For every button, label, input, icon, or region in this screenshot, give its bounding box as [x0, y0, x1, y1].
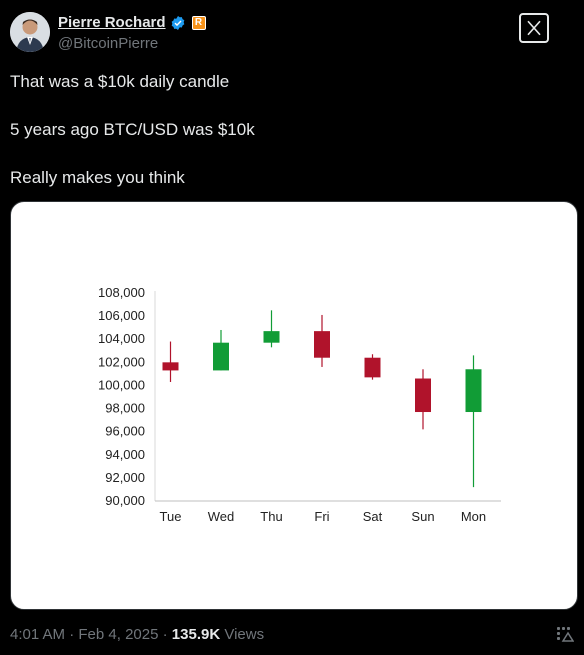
affiliate-badge-icon[interactable]: R	[191, 15, 206, 30]
post-analytics-icon[interactable]	[556, 626, 574, 644]
candle-body	[415, 378, 431, 413]
y-tick-label: 94,000	[105, 447, 145, 462]
avatar[interactable]	[10, 12, 50, 52]
y-tick-label: 90,000	[105, 493, 145, 508]
candlestick-chart: 90,000 92,000 94,000 96,000 98,000 100,000 102…	[98, 285, 501, 524]
y-tick-label: 108,000	[98, 285, 145, 300]
author-name[interactable]: Pierre Rochard	[58, 14, 166, 31]
meta-separator: ·	[162, 626, 168, 643]
tweet-time[interactable]: 4:01 AM	[10, 626, 66, 643]
y-tick-label: 98,000	[105, 401, 145, 416]
y-tick-label: 104,000	[98, 331, 145, 346]
candle-body	[263, 331, 280, 343]
x-tick-label: Thu	[260, 509, 282, 524]
views-count: 135.9K	[171, 626, 221, 643]
chart-card[interactable]: 90,000 92,000 94,000 96,000 98,000 100,000 102…	[10, 201, 578, 610]
tweet-line-3: Really makes you think	[10, 168, 185, 187]
candle-body	[213, 342, 229, 371]
tweet-date[interactable]: Feb 4, 2025	[78, 626, 159, 643]
x-glyph-icon	[527, 20, 541, 36]
author-handle[interactable]: @BitcoinPierre	[58, 35, 159, 52]
candle-body	[465, 369, 482, 413]
meta-separator: ·	[69, 626, 75, 643]
x-tick-label: Sun	[411, 509, 434, 524]
x-tick-label: Fri	[314, 509, 329, 524]
verified-badge-icon	[171, 15, 184, 30]
tweet-line-1: That was a $10k daily candle	[10, 72, 230, 91]
candle-body	[162, 362, 179, 371]
candle-body	[364, 357, 381, 378]
x-tick-label: Tue	[160, 509, 182, 524]
avatar-image	[10, 12, 50, 52]
tweet-meta: 4:01 AM · Feb 4, 2025 · 135.9K Views	[10, 626, 264, 643]
y-tick-label: 100,000	[98, 377, 145, 392]
y-tick-label: 102,000	[98, 354, 145, 369]
tweet-line-2: 5 years ago BTC/USD was $10k	[10, 120, 255, 139]
x-tick-label: Sat	[363, 509, 383, 524]
author-row: Pierre Rochard R	[58, 14, 206, 31]
x-logo-icon[interactable]	[519, 13, 549, 43]
y-tick-label: 96,000	[105, 424, 145, 439]
x-tick-label: Wed	[208, 509, 235, 524]
views-label: Views	[224, 626, 265, 643]
x-tick-label: Mon	[461, 509, 486, 524]
candle-body	[314, 331, 330, 358]
y-tick-label: 92,000	[105, 470, 145, 485]
y-tick-label: 106,000	[98, 308, 145, 323]
